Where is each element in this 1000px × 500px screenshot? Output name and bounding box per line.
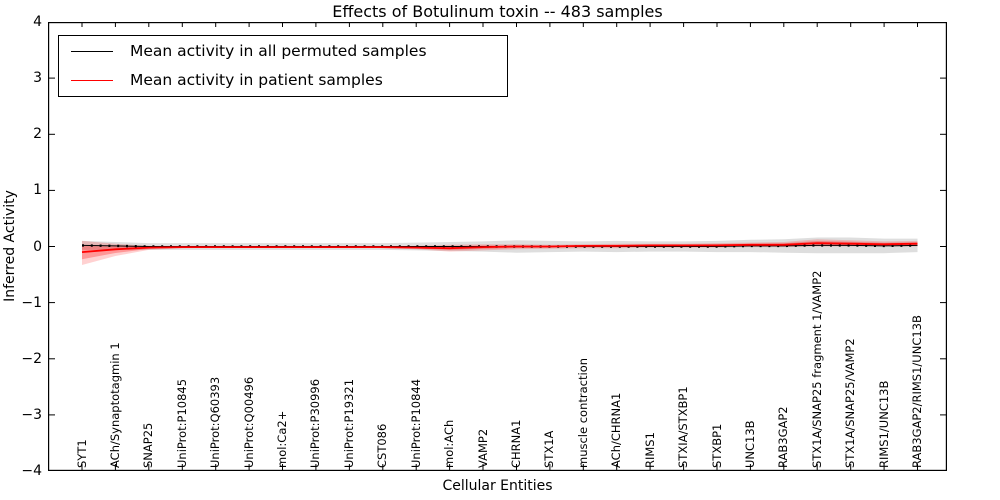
x-tick-label: UniProt:Q60393 xyxy=(208,376,223,468)
x-tick-label: STXBP1 xyxy=(709,423,724,468)
permuted-mean-markers xyxy=(81,244,918,248)
legend-label-patient: Mean activity in patient samples xyxy=(130,71,383,89)
y-tick-label: 1 xyxy=(33,182,42,199)
x-tick-label: UniProt:Q00496 xyxy=(241,376,256,468)
y-tick-label: 3 xyxy=(33,70,42,87)
y-tick-label: −4 xyxy=(21,463,42,479)
legend-red-line-swatch xyxy=(71,79,113,81)
y-tick-label: −2 xyxy=(21,350,42,367)
plot-area xyxy=(48,22,947,471)
x-tick-label: CHRNA1 xyxy=(509,419,523,468)
y-tick-label: 2 xyxy=(33,126,42,143)
legend-label-permuted: Mean activity in all permuted samples xyxy=(130,42,427,60)
y-tick-label: −1 xyxy=(21,294,42,311)
x-tick-label: UNC13B xyxy=(742,420,757,468)
axes-frame xyxy=(48,22,947,471)
x-tick-label: SYT1 xyxy=(74,439,89,468)
legend-entry-permuted: Mean activity in all permuted samples xyxy=(59,37,507,65)
patient-mean-line xyxy=(81,242,918,253)
x-tick-label: STXIA/STXBP1 xyxy=(676,386,691,468)
x-tick-label: STX1A xyxy=(542,430,557,468)
x-tick-label: STX1A/SNAP25 fragment 1/VAMP2 xyxy=(809,270,824,468)
x-tick-label: CST086 xyxy=(375,423,390,468)
x-tick-label: RIMS1 xyxy=(642,432,657,468)
x-tick-label: STX1A/SNAP25/VAMP2 xyxy=(843,338,858,468)
x-tick-label: RAB3GAP2/RIMS1/UNC13B xyxy=(910,315,924,468)
x-tick-label: mol:Ca2+ xyxy=(275,410,289,468)
y-tick-label: 0 xyxy=(33,238,42,255)
x-tick-label: ACh/Synaptotagmin 1 xyxy=(107,342,122,468)
x-tick-label: UniProt:P19321 xyxy=(341,378,356,468)
x-tick-label: RAB3GAP2 xyxy=(776,406,791,468)
legend-black-line-swatch xyxy=(71,50,113,52)
y-tick-label: −3 xyxy=(21,406,42,423)
permuted-std-band xyxy=(82,237,918,254)
x-tick-label: UniProt:P10845 xyxy=(174,378,189,468)
x-tick-label: RIMS1/UNC13B xyxy=(876,380,891,468)
legend-entry-patient: Mean activity in patient samples xyxy=(59,66,507,94)
chart-canvas xyxy=(48,22,947,471)
x-tick-label: mol:ACh xyxy=(442,419,457,468)
x-axis-label: Cellular Entities xyxy=(442,478,553,494)
x-tick-label: muscle contraction xyxy=(575,357,590,468)
x-tick-label: UniProt:P10844 xyxy=(408,378,423,468)
y-tick-label: 4 xyxy=(33,14,42,30)
chart-title: Effects of Botulinum toxin -- 483 sample… xyxy=(332,2,663,21)
x-tick-label: SNAP25 xyxy=(141,422,156,468)
x-tick-label: ACh/CHRNA1 xyxy=(609,392,624,468)
x-tick-label: VAMP2 xyxy=(475,428,490,468)
legend: Mean activity in all permuted samples Me… xyxy=(58,35,508,97)
x-tick-label: UniProt:P30996 xyxy=(308,378,323,468)
